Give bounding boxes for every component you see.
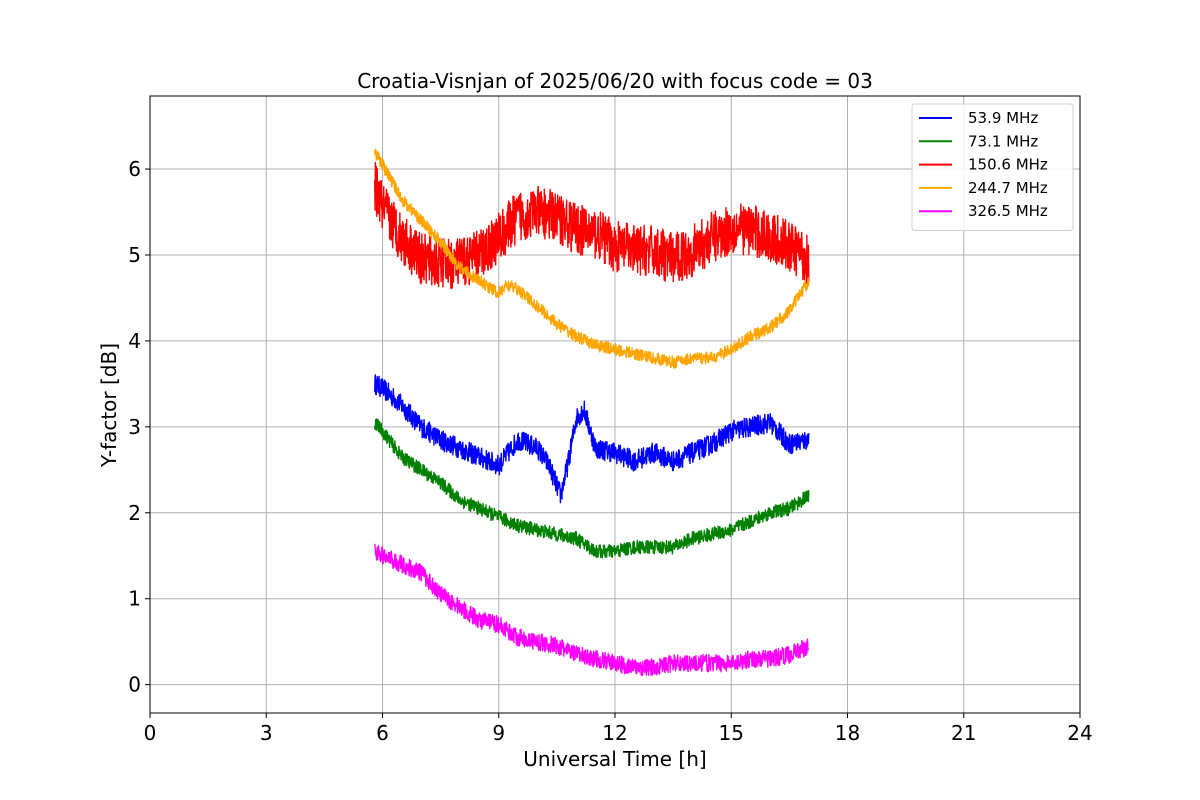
legend-entry: 53.9 MHz xyxy=(968,109,1038,127)
x-tick-label: 0 xyxy=(144,721,157,745)
y-tick-label: 4 xyxy=(128,329,141,353)
y-tick-label: 2 xyxy=(128,501,141,525)
series-line-1 xyxy=(374,418,810,559)
series-layer xyxy=(374,148,810,677)
y-tick-label: 5 xyxy=(128,243,141,267)
series-line-3 xyxy=(374,148,810,369)
x-tick-label: 21 xyxy=(951,721,976,745)
x-axis-label: Universal Time [h] xyxy=(523,747,706,771)
y-tick-label: 6 xyxy=(128,157,141,181)
series-line-4 xyxy=(374,543,810,677)
series-line-2 xyxy=(374,161,810,290)
y-tick-label: 3 xyxy=(128,415,141,439)
x-tick-label: 15 xyxy=(719,721,744,745)
y-axis-label: Y-factor [dB] xyxy=(97,343,121,468)
legend: 53.9 MHz 73.1 MHz 150.6 MHz 244.7 MHz 32… xyxy=(911,103,1074,231)
x-tick-label: 9 xyxy=(492,721,505,745)
x-tick-label: 18 xyxy=(835,721,860,745)
y-tick-label: 0 xyxy=(128,673,141,697)
legend-box xyxy=(911,103,1074,231)
legend-entry: 73.1 MHz xyxy=(968,132,1038,150)
x-tick-label: 12 xyxy=(602,721,627,745)
x-tick-label: 24 xyxy=(1067,721,1092,745)
legend-entry: 244.7 MHz xyxy=(968,179,1048,197)
x-tick-label: 3 xyxy=(260,721,273,745)
legend-entry: 150.6 MHz xyxy=(968,156,1048,174)
x-tick-label: 6 xyxy=(376,721,389,745)
chart-title: Croatia-Visnjan of 2025/06/20 with focus… xyxy=(357,69,873,93)
series-line-0 xyxy=(374,374,810,504)
y-tick-label: 1 xyxy=(128,587,141,611)
legend-entry: 326.5 MHz xyxy=(968,202,1048,220)
